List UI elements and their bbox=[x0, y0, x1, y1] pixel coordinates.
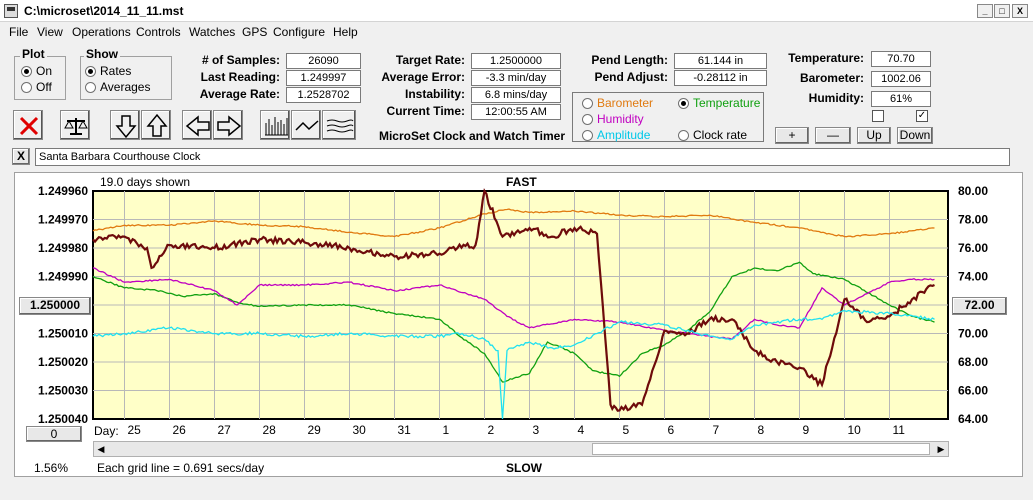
menu-file[interactable]: File bbox=[9, 25, 29, 39]
maximize-button[interactable]: □ bbox=[994, 4, 1010, 18]
barometer-label: Barometer: bbox=[799, 71, 864, 85]
pend-adjust-value: -0.28112 in bbox=[674, 70, 767, 86]
show-group bbox=[80, 56, 172, 100]
menu-view[interactable]: View bbox=[37, 25, 63, 39]
close-x-button[interactable] bbox=[13, 110, 43, 140]
humidity-value: 61% bbox=[871, 91, 931, 107]
app-name: MicroSet Clock and Watch Timer bbox=[378, 129, 565, 143]
center-temp-button[interactable]: 72.00 bbox=[952, 297, 1007, 315]
down-button[interactable]: Down bbox=[897, 127, 933, 144]
clear-clock-button[interactable]: X bbox=[12, 148, 30, 165]
arrow-up-button[interactable] bbox=[141, 110, 171, 140]
arrow-left-icon bbox=[185, 115, 210, 137]
minimize-button[interactable]: _ bbox=[977, 4, 993, 18]
samples-label: # of Samples: bbox=[201, 53, 280, 67]
plot-on-radio[interactable]: On bbox=[21, 64, 52, 78]
checkbox-1[interactable] bbox=[872, 110, 884, 122]
average-error-label: Average Error: bbox=[381, 70, 465, 84]
lines-button[interactable] bbox=[322, 110, 356, 140]
current-time-value: 12:00:55 AM bbox=[471, 104, 561, 120]
percent-label: 1.56% bbox=[34, 461, 69, 475]
scroll-thumb[interactable] bbox=[592, 443, 930, 455]
target-rate-value: 1.2500000 bbox=[471, 53, 561, 69]
temperature-value: 70.70 bbox=[871, 51, 931, 67]
temperature-label: Temperature: bbox=[788, 51, 864, 65]
menu-operations[interactable]: Operations bbox=[72, 25, 131, 39]
temperature-radio[interactable]: Temperature bbox=[678, 96, 760, 110]
arrow-left-button[interactable] bbox=[182, 110, 212, 140]
close-x-icon bbox=[19, 116, 39, 136]
instability-value: 6.8 mins/day bbox=[471, 87, 561, 103]
amplitude-radio[interactable]: Amplitude bbox=[582, 128, 650, 142]
window-title: C:\microset\2014_11_11.mst bbox=[24, 4, 184, 18]
menu-watches[interactable]: Watches bbox=[189, 25, 236, 39]
checkbox-2[interactable]: ✓ bbox=[916, 110, 928, 122]
chart-panel bbox=[14, 172, 1023, 477]
average-rate-value: 1.2528702 bbox=[286, 87, 361, 103]
menu-gps[interactable]: GPS bbox=[242, 25, 268, 39]
instability-label: Instability: bbox=[404, 87, 465, 101]
wave-button[interactable] bbox=[291, 110, 321, 140]
scroll-right-icon[interactable]: ▶ bbox=[937, 444, 945, 454]
barometer-value: 1002.06 bbox=[871, 71, 931, 87]
show-rates-radio[interactable]: Rates bbox=[85, 64, 131, 78]
menu-bar: File View Operations Controls Watches GP… bbox=[0, 23, 1033, 41]
current-time-label: Current Time: bbox=[386, 104, 465, 118]
up-button[interactable]: Up bbox=[857, 127, 891, 144]
arrow-up-icon bbox=[146, 113, 168, 137]
day-prefix-label: Day: bbox=[94, 424, 119, 438]
sensor-select-group bbox=[572, 92, 764, 142]
plot-off-radio[interactable]: Off bbox=[21, 80, 52, 94]
average-error-value: -3.3 min/day bbox=[471, 70, 561, 86]
grid-note: Each grid line = 0.691 secs/day bbox=[97, 461, 265, 475]
slow-label: SLOW bbox=[506, 461, 542, 475]
days-shown-label: 19.0 days shown bbox=[100, 175, 191, 189]
lines-icon bbox=[326, 119, 354, 133]
barometer-radio[interactable]: Barometer bbox=[582, 96, 653, 110]
humidity-label: Humidity: bbox=[808, 91, 864, 105]
center-rate-button[interactable]: 1.250000 bbox=[19, 297, 91, 315]
balance-button[interactable] bbox=[60, 110, 90, 140]
clock-name-field[interactable]: Santa Barbara Courthouse Clock bbox=[35, 148, 1010, 166]
bars-icon bbox=[265, 117, 288, 136]
show-averages-radio[interactable]: Averages bbox=[85, 80, 150, 94]
target-rate-label: Target Rate: bbox=[395, 53, 465, 67]
menu-help[interactable]: Help bbox=[333, 25, 358, 39]
plus-button[interactable]: + bbox=[775, 127, 809, 144]
arrow-down-button[interactable] bbox=[110, 110, 140, 140]
humidity-radio[interactable]: Humidity bbox=[582, 112, 644, 126]
zero-button[interactable]: 0 bbox=[26, 426, 82, 442]
last-reading-label: Last Reading: bbox=[200, 70, 280, 84]
arrow-right-button[interactable] bbox=[213, 110, 243, 140]
app-icon bbox=[4, 4, 18, 18]
scroll-left-icon[interactable]: ◀ bbox=[97, 444, 105, 454]
pend-length-value: 61.144 in bbox=[674, 53, 767, 69]
samples-value: 26090 bbox=[286, 53, 361, 69]
menu-configure[interactable]: Configure bbox=[273, 25, 326, 39]
pend-length-label: Pend Length: bbox=[591, 53, 668, 67]
minus-button[interactable]: — bbox=[815, 127, 851, 144]
average-rate-label: Average Rate: bbox=[199, 87, 280, 101]
balance-icon bbox=[64, 118, 88, 135]
pend-adjust-label: Pend Adjust: bbox=[594, 70, 668, 84]
fast-label: FAST bbox=[506, 175, 537, 189]
menu-controls[interactable]: Controls bbox=[136, 25, 181, 39]
last-reading-value: 1.249997 bbox=[286, 70, 361, 86]
close-window-button[interactable]: X bbox=[1012, 4, 1028, 18]
arrow-down-icon bbox=[115, 115, 137, 139]
bars-button[interactable] bbox=[260, 110, 290, 140]
title-bar: C:\microset\2014_11_11.mst _ □ X bbox=[0, 0, 1033, 22]
wave-icon bbox=[295, 120, 319, 131]
plot-group-label: Plot bbox=[20, 47, 47, 61]
clock-rate-radio[interactable]: Clock rate bbox=[678, 128, 747, 142]
horizontal-scrollbar[interactable]: ◀ ▶ bbox=[93, 441, 949, 457]
arrow-right-icon bbox=[217, 115, 242, 137]
show-group-label: Show bbox=[84, 47, 120, 61]
